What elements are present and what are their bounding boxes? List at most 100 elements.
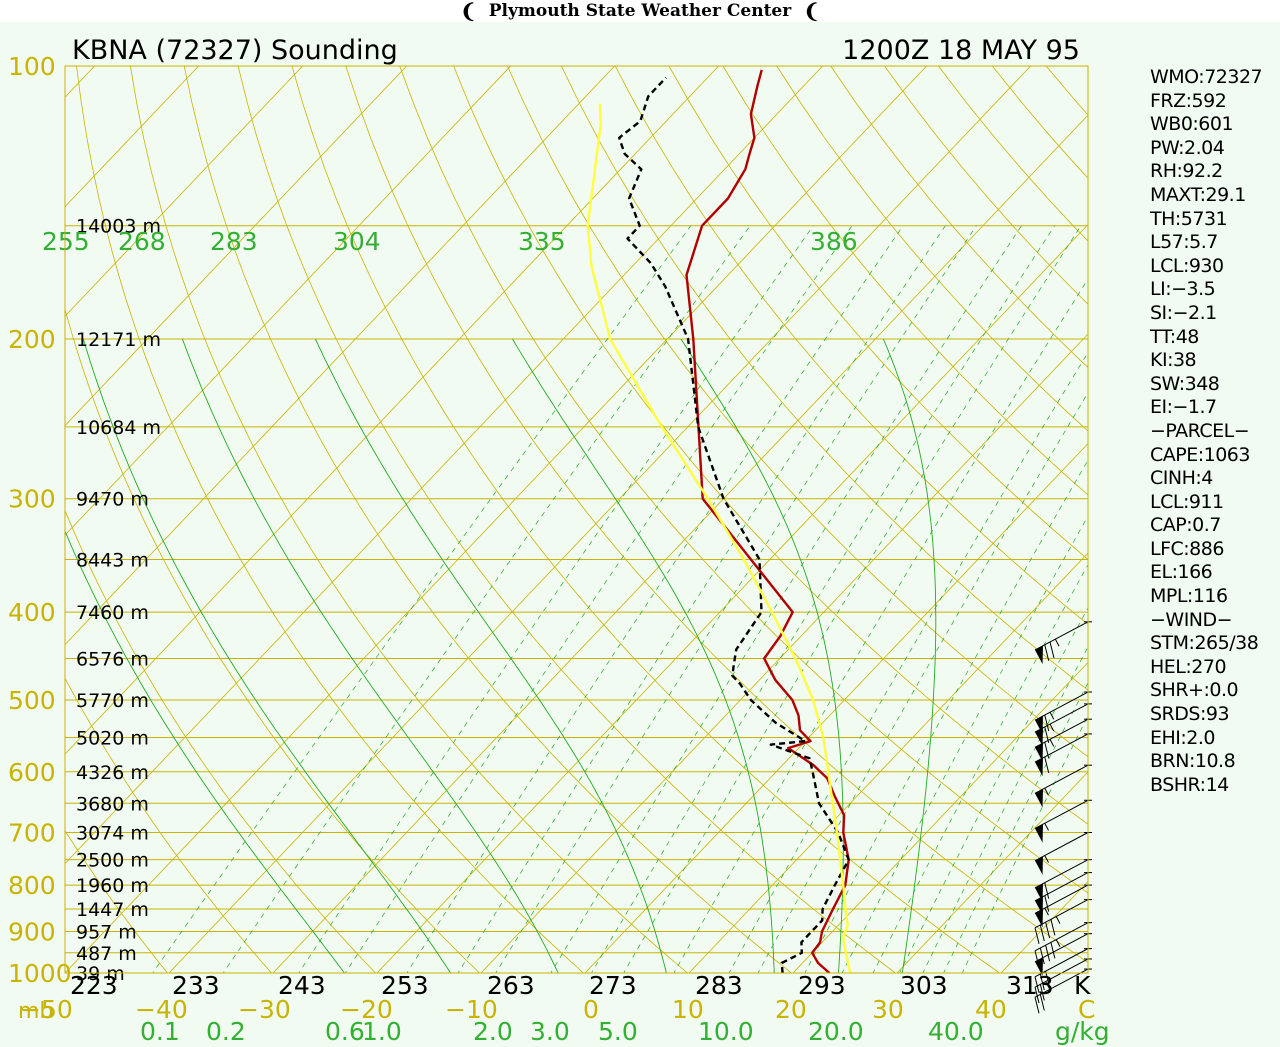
mixing-ratio-line	[590, 225, 1055, 973]
index-row: L57:5.7	[1150, 231, 1218, 254]
isotherm-line	[584, 442, 1088, 973]
index-row: FRZ:592	[1150, 89, 1227, 112]
potential-temp-label: 313	[1006, 971, 1054, 1000]
index-row: SHR+:0.0	[1150, 679, 1239, 702]
index-row: TH:5731	[1150, 207, 1228, 230]
mixing-ratio-label: 0.2	[206, 1017, 246, 1046]
dry-adiabat-line	[65, 509, 376, 973]
index-row: CINH:4	[1150, 467, 1213, 490]
pressure-tick-label: 300	[8, 485, 56, 514]
header-bar: ❨ Plymouth State Weather Center ❨	[0, 0, 1280, 22]
wind-barb	[1034, 703, 1092, 747]
height-label: 3074 m	[76, 823, 149, 845]
height-label: 5020 m	[76, 728, 149, 750]
mixing-ratio-line	[623, 225, 1082, 973]
index-row: −PARCEL−	[1150, 419, 1250, 442]
mixing-ratio-line	[961, 715, 1088, 973]
psu-logo-icon-right: ❨	[803, 0, 820, 23]
index-row: LFC:886	[1150, 537, 1224, 560]
dry-adiabat-line	[183, 66, 793, 973]
mixing-ratio-line	[728, 351, 1088, 973]
mixing-ratio-line	[406, 225, 904, 973]
index-row: EHI:2.0	[1150, 726, 1216, 749]
dry-adiabat-line	[560, 66, 1088, 691]
parcel-profile-line	[586, 103, 852, 973]
index-row: RH:92.2	[1150, 160, 1223, 183]
temperature-tick-label: C	[1078, 995, 1095, 1024]
dry-adiabat-line	[453, 66, 1088, 825]
mixing-ratio-line	[673, 278, 1088, 973]
mixing-ratio-line	[804, 459, 1088, 973]
isotherm-line	[896, 771, 1088, 973]
dry-adiabat-line	[345, 66, 1088, 964]
theta-e-label: 386	[810, 227, 858, 256]
index-row: LCL:930	[1150, 254, 1224, 277]
pressure-tick-label: 100	[8, 52, 56, 81]
height-label: 2500 m	[76, 850, 149, 872]
height-label: 9470 m	[76, 489, 149, 511]
pressure-tick-label: 700	[8, 819, 56, 848]
moist-adiabat-line	[181, 338, 559, 973]
isotherm-line	[65, 66, 823, 865]
dry-adiabat-line	[722, 66, 1088, 496]
isotherm-line	[65, 66, 615, 646]
mixing-ratio-line	[222, 225, 751, 973]
temperature-tick-label: 20	[775, 995, 807, 1024]
header-title: Plymouth State Weather Center	[488, 1, 792, 21]
temperature-tick-label: 0	[583, 995, 599, 1024]
wind-barb	[1034, 733, 1092, 777]
psu-logo-icon: ❨	[460, 0, 477, 23]
pressure-tick-label: 600	[8, 758, 56, 787]
dewpoint-profile-line	[618, 76, 850, 973]
moist-adiabat-line	[680, 338, 844, 973]
mixing-ratio-label: 20.0	[808, 1017, 864, 1046]
mixing-ratio-label: 5.0	[598, 1017, 638, 1046]
index-row: PW:2.04	[1150, 136, 1225, 159]
height-label: 6576 m	[76, 648, 149, 670]
index-row: MAXT:29.1	[1150, 183, 1246, 206]
height-label: 39 m	[76, 963, 125, 985]
temperature-tick-label: 40	[975, 995, 1007, 1024]
potential-temp-label: 273	[589, 971, 637, 1000]
dry-adiabat-line	[65, 307, 480, 973]
moist-adiabat-line	[512, 338, 775, 973]
mixing-ratio-line	[457, 225, 946, 973]
isotherm-line	[65, 66, 927, 973]
isotherm-line	[792, 661, 1088, 973]
pressure-tick-label: 400	[8, 598, 56, 627]
isotherm-line	[480, 333, 1088, 973]
potential-temp-label: 223	[70, 971, 118, 1000]
potential-temp-label: 283	[695, 971, 743, 1000]
dry-adiabat-line	[65, 677, 272, 973]
potential-temp-label: 253	[381, 971, 429, 1000]
isotherm-line	[65, 66, 303, 317]
mixing-ratio-line	[344, 225, 853, 973]
index-row: SRDS:93	[1150, 703, 1230, 726]
chart-title: KBNA (72327) Sounding	[72, 35, 398, 66]
dry-adiabat-line	[507, 66, 1088, 758]
potential-temp-label: 263	[487, 971, 535, 1000]
index-row: LI:−3.5	[1150, 278, 1216, 301]
temperature-tick-label: 10	[672, 995, 704, 1024]
dry-adiabat-line	[65, 829, 168, 973]
pressure-tick-label: 1000	[8, 959, 72, 988]
plot-frame	[64, 65, 1089, 974]
isotherm-line	[65, 66, 407, 427]
temperature-tick-label: 30	[872, 995, 904, 1024]
plot-area	[65, 66, 1088, 973]
index-row: −WIND−	[1150, 608, 1233, 631]
height-label: 1447 m	[76, 899, 149, 921]
mixing-ratio-label: 1.0	[362, 1017, 402, 1046]
temperature-tick-label: −50	[20, 995, 73, 1024]
index-row: CAPE:1063	[1150, 443, 1250, 466]
height-label: 7460 m	[76, 602, 149, 624]
mixing-ratio-label: 3.0	[530, 1017, 570, 1046]
wind-barb	[1034, 948, 1092, 993]
height-label: 14003 m	[76, 216, 161, 238]
potential-temp-label: K	[1074, 971, 1091, 1000]
mixing-ratio-line	[550, 225, 1022, 973]
moist-adiabat-line	[82, 338, 452, 973]
dry-adiabat-line	[130, 66, 689, 973]
pressure-tick-label: 900	[8, 917, 56, 946]
height-label: 5770 m	[76, 690, 149, 712]
